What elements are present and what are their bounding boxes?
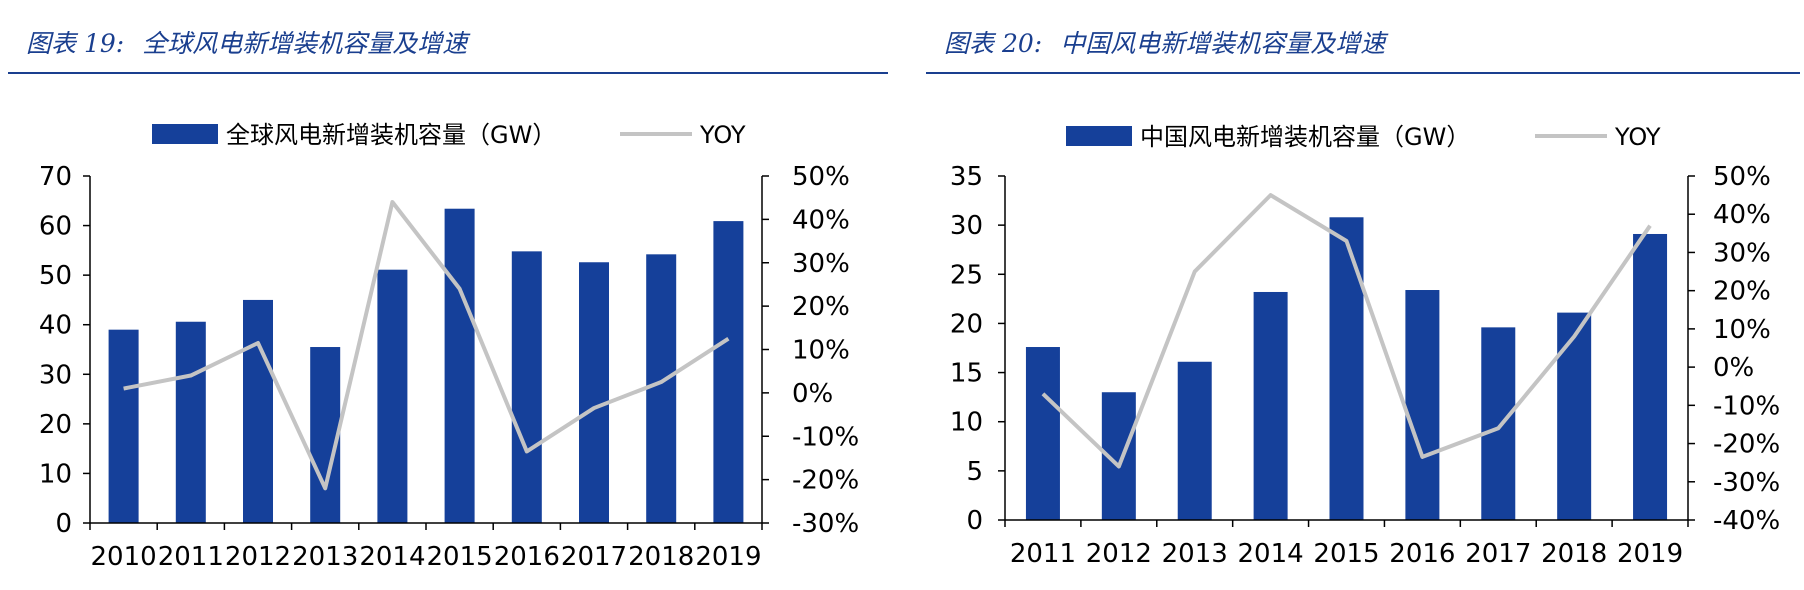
x-tick-label: 2019 xyxy=(695,542,761,572)
y-right-tick-label: -10% xyxy=(1713,391,1780,421)
bar-2010 xyxy=(108,329,139,523)
bar-2013 xyxy=(1177,361,1212,520)
y-left-tick-label: 0 xyxy=(966,506,983,536)
x-tick-label: 2011 xyxy=(158,542,224,572)
y-right-tick-label: 40% xyxy=(1713,200,1771,230)
y-right-tick-label: 20% xyxy=(1713,277,1771,307)
x-tick-label: 2017 xyxy=(1465,539,1531,569)
bar-2019 xyxy=(713,221,744,524)
x-tick-label: 2014 xyxy=(359,542,425,572)
y-right-tick-label: 10% xyxy=(792,336,850,366)
x-tick-label: 2010 xyxy=(91,542,157,572)
x-tick-label: 2016 xyxy=(1389,539,1455,569)
y-right-tick-label: 50% xyxy=(1713,162,1771,192)
y-left-tick-label: 10 xyxy=(950,408,983,438)
x-tick-label: 2019 xyxy=(1617,539,1683,569)
bar-2012 xyxy=(243,299,273,523)
figure-number: 图表 20: xyxy=(944,29,1043,58)
y-left-tick-label: 20 xyxy=(39,410,72,440)
legend-bar-label: 中国风电新增装机容量（GW） xyxy=(1140,123,1470,151)
bar-2014 xyxy=(1253,291,1288,520)
figure-number: 图表 19: xyxy=(26,29,125,58)
y-right-tick-label: 30% xyxy=(1713,238,1771,268)
bar-2016 xyxy=(511,251,542,523)
china-wind-chart: 中国风电新增装机容量（GW） YOY 0 5 10 15 20 25 30 35 -40% -30% -… xyxy=(950,123,1780,569)
x-tick-label: 2018 xyxy=(628,542,694,572)
x-tick-label: 2012 xyxy=(225,542,291,572)
x-tick-label: 2015 xyxy=(427,542,493,572)
chart-title: 中国风电新增装机容量及增速 xyxy=(1060,29,1386,58)
y-right-tick-label: 50% xyxy=(792,162,850,192)
chart-panel-global: 图表 19: 全球风电新增装机容量及增速 全球风电新增装机容量（GW） YOY 0 10… xyxy=(0,0,900,590)
bar-2017 xyxy=(579,262,609,523)
title-underline xyxy=(8,72,888,74)
x-tick-label: 2013 xyxy=(292,542,358,572)
y-left-tick-label: 10 xyxy=(39,459,72,489)
legend-line-label: YOY xyxy=(699,121,746,149)
y-left-tick-label: 40 xyxy=(39,311,72,341)
y-right-tick-label: 0% xyxy=(1713,353,1754,383)
bar-2015 xyxy=(444,208,475,523)
legend-bar-label: 全球风电新增装机容量（GW） xyxy=(226,121,556,149)
y-left-tick-label: 30 xyxy=(950,211,983,241)
x-tick-label: 2012 xyxy=(1086,539,1152,569)
y-left-tick-label: 20 xyxy=(950,309,983,339)
global-wind-chart: 全球风电新增装机容量（GW） YOY 0 10 20 30 40 50 60 70 -30% -20%… xyxy=(39,121,859,572)
yoy-line xyxy=(123,200,730,491)
y-left-tick-label: 25 xyxy=(950,260,983,290)
y-right-tick-label: -20% xyxy=(792,466,859,496)
bar-2011 xyxy=(175,321,206,523)
y-left-tick-label: 0 xyxy=(55,509,72,539)
legend-bar-swatch xyxy=(1066,126,1132,146)
bar-2019 xyxy=(1633,233,1668,520)
x-tick-label: 2015 xyxy=(1313,539,1379,569)
x-tick-label: 2011 xyxy=(1010,539,1076,569)
y-right-tick-label: -30% xyxy=(1713,468,1780,498)
y-left-tick-label: 70 xyxy=(39,162,72,192)
x-tick-label: 2014 xyxy=(1238,539,1304,569)
y-right-tick-label: 40% xyxy=(792,205,850,235)
y-left-tick-label: 50 xyxy=(39,261,72,291)
y-right-tick-label: 20% xyxy=(792,292,850,322)
y-right-tick-label: 0% xyxy=(792,379,833,409)
y-right-tick-label: 30% xyxy=(792,249,850,279)
y-left-tick-label: 5 xyxy=(966,457,983,487)
x-tick-label: 2013 xyxy=(1162,539,1228,569)
bar-2013 xyxy=(310,347,341,523)
bar-2015 xyxy=(1329,217,1364,520)
legend-bar-swatch xyxy=(152,124,218,144)
y-right-tick-label: -40% xyxy=(1713,506,1780,536)
y-left-tick-label: 35 xyxy=(950,162,983,192)
y-right-tick-label: -10% xyxy=(792,422,859,452)
y-left-tick-label: 15 xyxy=(950,359,983,389)
title-underline xyxy=(926,72,1800,74)
y-right-tick-label: -20% xyxy=(1713,430,1780,460)
bar-2014 xyxy=(377,269,408,523)
bar-2017 xyxy=(1481,327,1516,520)
bar-2011 xyxy=(1025,347,1060,520)
bar-2018 xyxy=(1557,312,1592,520)
x-tick-label: 2017 xyxy=(561,542,627,572)
chart-panel-china: 图表 20: 中国风电新增装机容量及增速 中国风电新增装机容量（GW） YOY 0 5 1… xyxy=(918,0,1804,590)
y-left-tick-label: 60 xyxy=(39,212,72,242)
y-right-tick-label: -30% xyxy=(792,509,859,539)
x-tick-label: 2016 xyxy=(494,542,560,572)
bar-2018 xyxy=(646,254,677,523)
x-tick-label: 2018 xyxy=(1541,539,1607,569)
legend-line-label: YOY xyxy=(1614,123,1661,151)
chart-title: 全球风电新增装机容量及增速 xyxy=(142,29,468,58)
figure-title: 图表 19: 全球风电新增装机容量及增速 xyxy=(26,24,467,60)
bar-2016 xyxy=(1405,290,1440,520)
y-right-tick-label: 10% xyxy=(1713,315,1771,345)
y-left-tick-label: 30 xyxy=(39,360,72,390)
figure-title: 图表 20: 中国风电新增装机容量及增速 xyxy=(944,24,1385,60)
